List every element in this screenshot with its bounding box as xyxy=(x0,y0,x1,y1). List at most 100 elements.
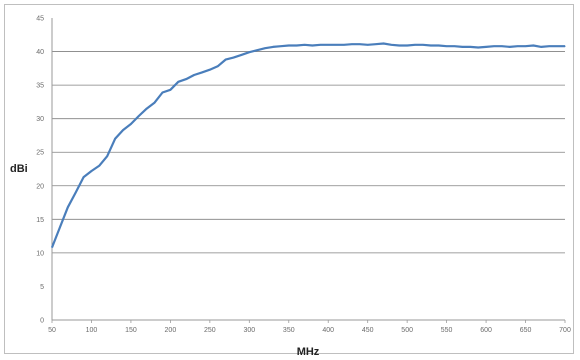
y-tick-label: 15 xyxy=(36,217,44,224)
data-point xyxy=(256,49,258,51)
data-point xyxy=(532,44,535,47)
data-point xyxy=(240,54,243,56)
data-point xyxy=(51,246,53,249)
data-point xyxy=(540,46,542,48)
data-point xyxy=(106,155,108,157)
data-point xyxy=(82,176,85,178)
data-point xyxy=(406,44,408,47)
data-point xyxy=(122,129,124,131)
y-axis-label: dBi xyxy=(10,163,28,175)
data-point xyxy=(438,44,440,47)
data-point xyxy=(469,46,471,48)
data-point xyxy=(414,44,416,46)
data-point xyxy=(154,101,156,104)
data-point xyxy=(114,138,116,140)
data-point xyxy=(193,74,195,76)
x-axis-label: MHz xyxy=(297,346,320,358)
data-point xyxy=(232,56,235,59)
x-tick-label: 250 xyxy=(204,327,216,334)
data-point xyxy=(453,45,456,47)
x-tick-label: 200 xyxy=(165,327,177,334)
data-point xyxy=(382,42,385,45)
data-point xyxy=(225,59,227,61)
data-point xyxy=(67,206,69,208)
x-tick-labels: 50 100 150 200 250 300 350 400 450 500 550 600 650 70… xyxy=(48,320,571,334)
y-tick-label: 0 xyxy=(40,318,44,325)
data-point xyxy=(367,44,369,46)
data-point xyxy=(59,226,61,228)
data-point xyxy=(509,46,511,48)
x-tick-label: 450 xyxy=(362,327,374,334)
data-point xyxy=(524,45,527,47)
y-tick-labels: 0 5 10 15 20 25 30 35 40 45 xyxy=(36,16,44,325)
data-point xyxy=(75,191,77,194)
y-tick-label: 30 xyxy=(36,116,44,123)
data-point xyxy=(319,44,321,46)
data-point xyxy=(311,44,314,47)
x-tick-label: 350 xyxy=(283,327,295,334)
y-tick-label: 35 xyxy=(36,83,44,90)
x-tick-label: 400 xyxy=(322,327,334,334)
y-tick-label: 45 xyxy=(36,16,44,23)
data-point xyxy=(177,81,179,83)
data-point xyxy=(517,45,519,47)
grid-lines xyxy=(52,51,565,254)
y-tick-label: 25 xyxy=(36,150,44,157)
data-point xyxy=(477,46,479,49)
data-point xyxy=(209,69,211,71)
data-point xyxy=(493,45,495,47)
data-point xyxy=(359,43,361,45)
data-point xyxy=(146,108,148,110)
x-tick-label: 50 xyxy=(48,327,56,334)
data-point xyxy=(169,89,171,91)
data-point xyxy=(327,44,329,46)
data-point xyxy=(98,165,100,167)
data-point xyxy=(556,45,558,47)
series-layer xyxy=(50,42,566,249)
data-point xyxy=(288,44,290,47)
data-point xyxy=(248,51,250,53)
data-point xyxy=(138,115,140,117)
x-tick-label: 650 xyxy=(520,327,532,334)
data-point xyxy=(264,47,266,49)
x-tick-label: 300 xyxy=(243,327,255,334)
data-point xyxy=(296,44,298,47)
y-tick-label: 5 xyxy=(40,284,44,291)
data-point xyxy=(461,46,463,48)
data-point xyxy=(185,78,187,80)
y-tick-label: 10 xyxy=(36,250,44,257)
y-tick-label: 40 xyxy=(36,49,44,56)
x-tick-label: 150 xyxy=(125,327,137,334)
data-point xyxy=(548,45,550,47)
data-point xyxy=(90,170,93,172)
x-tick-label: 100 xyxy=(86,327,98,334)
data-point xyxy=(351,43,353,45)
data-point xyxy=(501,45,503,47)
x-tick-label: 550 xyxy=(441,327,453,334)
axes xyxy=(51,18,565,321)
data-point xyxy=(303,44,306,46)
data-point xyxy=(564,45,566,47)
x-tick-label: 700 xyxy=(559,327,571,334)
x-tick-label: 600 xyxy=(480,327,492,334)
data-point xyxy=(398,44,400,47)
data-point xyxy=(485,46,487,48)
data-point xyxy=(422,44,424,46)
data-point xyxy=(390,44,392,46)
data-point xyxy=(217,65,219,67)
data-point xyxy=(130,123,132,125)
data-point xyxy=(374,43,377,45)
data-point xyxy=(272,46,274,48)
data-point xyxy=(430,44,432,47)
data-point xyxy=(201,71,203,73)
data-point xyxy=(446,45,448,47)
x-tick-label: 500 xyxy=(401,327,413,334)
data-point xyxy=(161,91,164,94)
y-tick-label: 20 xyxy=(36,183,44,190)
data-point xyxy=(335,44,337,46)
chart-frame xyxy=(4,4,574,354)
data-point xyxy=(343,44,345,46)
series-line xyxy=(50,42,565,248)
data-point xyxy=(280,45,282,47)
